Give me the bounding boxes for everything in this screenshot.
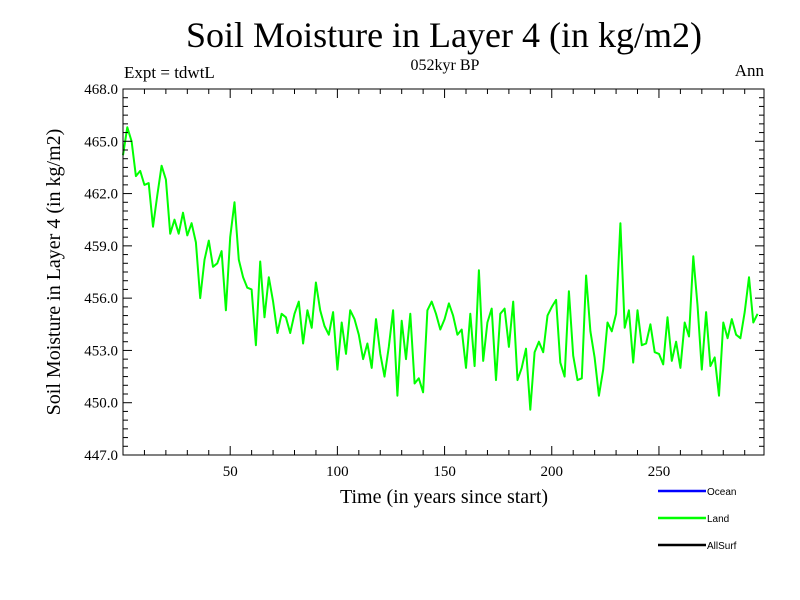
x-tick-label: 50 [223, 464, 238, 480]
legend-label-land: Land [707, 514, 729, 525]
experiment-label: Expt = tdwtL [124, 63, 215, 82]
y-tick-label: 450.0 [84, 396, 118, 412]
x-tick-label: 100 [326, 464, 349, 480]
y-tick-label: 447.0 [84, 448, 118, 464]
y-tick-label: 456.0 [84, 291, 118, 307]
plot-frame [122, 88, 765, 456]
y-tick-label: 459.0 [84, 239, 118, 255]
x-tick-label: 150 [433, 464, 456, 480]
series-line-land [122, 126, 759, 411]
chart-title: Soil Moisture in Layer 4 (in kg/m2) [186, 15, 702, 55]
x-tick-label: 200 [541, 464, 564, 480]
legend-label-ocean: Ocean [707, 487, 736, 498]
legend: Ocean Land AllSurf [658, 487, 737, 552]
x-tick-label: 250 [648, 464, 671, 480]
legend-label-allsurf: AllSurf [707, 541, 737, 552]
season-label: Ann [735, 61, 765, 80]
chart-subtitle: 052kyr BP [411, 57, 480, 74]
y-tick-label: 462.0 [84, 187, 118, 203]
x-axis-label: Time (in years since start) [340, 486, 548, 508]
y-tick-label: 468.0 [84, 82, 118, 98]
y-tick-label: 465.0 [84, 134, 118, 150]
y-tick-label: 453.0 [84, 343, 118, 359]
y-axis-label: Soil Moisture in Layer 4 (in kg/m2) [43, 129, 65, 416]
